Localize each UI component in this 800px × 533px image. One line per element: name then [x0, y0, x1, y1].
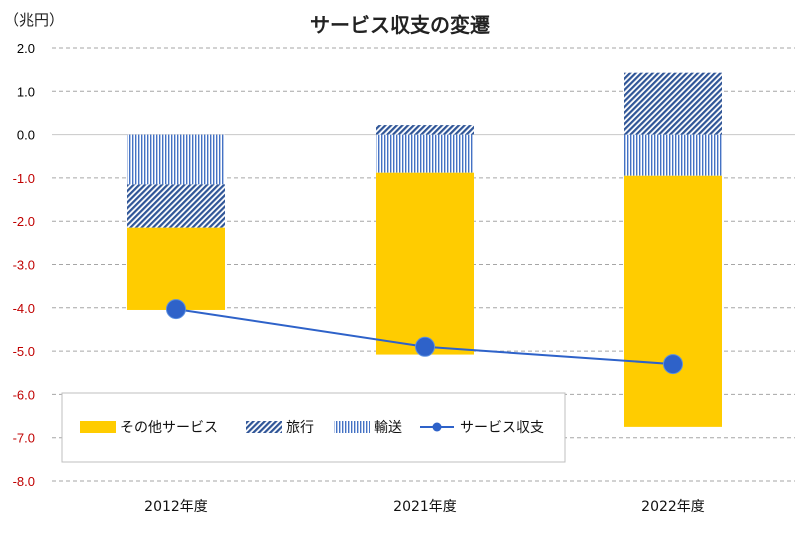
chart-title: サービス収支の変遷	[310, 13, 490, 37]
y-tick-label: 1.0	[17, 84, 35, 99]
y-axis-tick-labels: 2.0 1.0 0.0 -1.0 -2.0 -3.0 -4.0 -5.0 -6.0 -7.0 -8.…	[13, 41, 35, 489]
bar-segment	[127, 184, 225, 228]
legend-label-other: その他サービス	[120, 420, 218, 436]
y-tick-label: 0.0	[17, 128, 35, 143]
line-point	[663, 354, 683, 375]
unit-label: （兆円）	[4, 11, 64, 29]
category-labels: 2012年度 2021年度 2022年度	[144, 499, 705, 515]
y-tick-label: -3.0	[13, 258, 35, 273]
legend-box	[61, 392, 566, 463]
legend-label-balance: サービス収支	[460, 420, 544, 436]
line-point	[166, 299, 186, 320]
legend-swatch-other	[80, 421, 116, 433]
y-tick-label: -1.0	[13, 171, 35, 186]
legend-swatch-transport	[334, 421, 370, 433]
y-tick-label: -8.0	[13, 474, 35, 489]
line-point	[415, 336, 435, 357]
y-tick-label: -7.0	[13, 431, 35, 446]
category-label: 2022年度	[641, 499, 705, 515]
legend-label-travel: 旅行	[286, 420, 314, 436]
bar-segment	[376, 125, 474, 135]
bar-segment	[376, 134, 474, 173]
bars	[127, 72, 722, 427]
legend-swatch-travel	[246, 421, 282, 433]
bar-segment	[624, 134, 722, 176]
bar-segment	[624, 175, 722, 427]
bar-segment	[624, 72, 722, 135]
y-tick-label: -5.0	[13, 344, 35, 359]
y-tick-label: -4.0	[13, 301, 35, 316]
legend-marker-sample	[432, 422, 442, 432]
line-series	[166, 299, 683, 375]
y-tick-label: 2.0	[17, 41, 35, 56]
bar-segment	[127, 134, 225, 185]
category-label: 2021年度	[393, 499, 457, 515]
category-label: 2012年度	[144, 499, 208, 515]
y-tick-label: -2.0	[13, 214, 35, 229]
bar-segment	[376, 172, 474, 355]
y-tick-label: -6.0	[13, 387, 35, 402]
legend: その他サービス 旅行 輸送 サービス収支	[61, 392, 566, 463]
legend-label-transport: 輸送	[374, 420, 402, 436]
bar-segment	[127, 227, 225, 310]
